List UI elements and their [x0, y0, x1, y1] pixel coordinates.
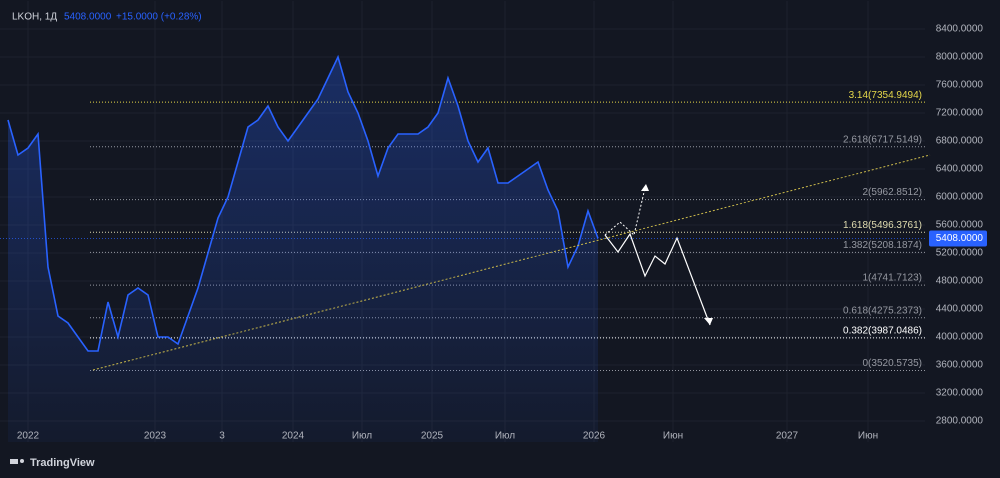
fib-label: 3.14(7354.9494)	[849, 90, 922, 101]
fib-label: 2.618(6717.5149)	[843, 134, 922, 145]
y-tick-label: 3600.0000	[936, 360, 984, 371]
y-tick-label: 5600.0000	[936, 220, 984, 231]
y-tick-label: 8000.0000	[936, 52, 984, 63]
last-price-label: 5408.0000	[936, 233, 984, 244]
fib-label: 0.618(4275.2373)	[843, 305, 922, 316]
header-price: 5408.0000	[64, 12, 112, 23]
y-tick-label: 4800.0000	[936, 276, 984, 287]
y-tick-label: 6800.0000	[936, 136, 984, 147]
x-tick-label: Июн	[858, 431, 878, 442]
x-tick-label: Июл	[352, 431, 372, 442]
y-tick-label: 3200.0000	[936, 388, 984, 399]
brand: TradingView	[30, 457, 95, 469]
y-tick-label: 8400.0000	[936, 24, 984, 35]
x-tick-label: Июн	[663, 431, 683, 442]
area-fill	[8, 57, 598, 442]
y-tick-label: 7200.0000	[936, 108, 984, 119]
forecast-arrow	[704, 318, 713, 325]
last-price-badge	[929, 230, 987, 247]
x-tick-label: 2026	[583, 431, 606, 442]
fib-label: 1.382(5208.1874)	[843, 240, 922, 251]
price-line	[7, 54, 599, 352]
fib-label: 2(5962.8512)	[863, 187, 923, 198]
symbol: LKOH, 1Д	[12, 12, 57, 23]
y-tick-label: 4400.0000	[936, 304, 984, 315]
fib-label: 0(3520.5735)	[863, 358, 923, 369]
trend-line	[92, 154, 931, 371]
x-tick-label: 2027	[776, 431, 799, 442]
y-tick-label: 7600.0000	[936, 80, 984, 91]
tv-logo	[10, 459, 24, 464]
x-tick-label: 2024	[282, 431, 305, 442]
y-tick-label: 4000.0000	[936, 332, 984, 343]
x-tick-label: 2025	[421, 431, 444, 442]
fib-label: 1.618(5496.3761)	[843, 220, 922, 231]
fib-label: 1(4741.7123)	[863, 273, 923, 284]
x-tick-label: Июл	[495, 431, 515, 442]
y-tick-label: 5200.0000	[936, 248, 984, 259]
series	[0, 54, 925, 442]
y-tick-label: 6400.0000	[936, 164, 984, 175]
x-tick-label: 2023	[144, 431, 167, 442]
x-tick-label: 3	[219, 431, 225, 442]
forecast-path	[604, 232, 711, 326]
y-tick-label: 6000.0000	[936, 192, 984, 203]
header-change: +15.0000 (+0.28%)	[116, 12, 202, 23]
forecast-alt-arrow	[641, 184, 649, 191]
x-tick-label: 2022	[17, 431, 40, 442]
fib-label: 0.382(3987.0486)	[843, 326, 922, 337]
forecast-alt	[604, 187, 646, 236]
y-tick-label: 2800.0000	[936, 416, 984, 427]
